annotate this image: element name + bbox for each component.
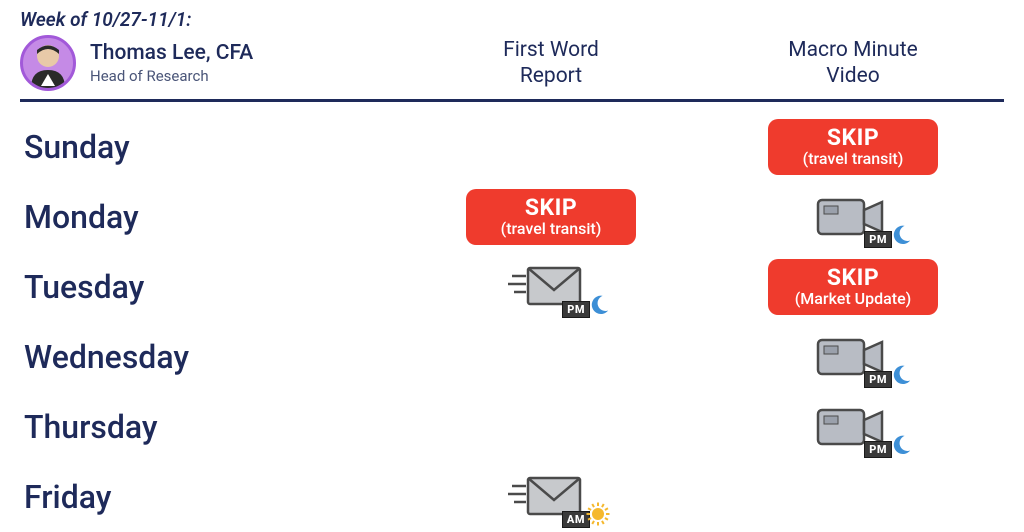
cell-first-word: AM	[400, 470, 702, 524]
week-range-label: Week of 10/27-11/1:	[20, 8, 1004, 31]
mail-icon: AM	[506, 470, 596, 524]
cell-macro-minute: SKIP (Market Update)	[702, 259, 1004, 316]
skip-reason: (travel transit)	[786, 150, 920, 168]
author-title: Head of Research	[90, 67, 253, 85]
day-label: Tuesday	[20, 268, 400, 306]
cell-macro-minute: SKIP (travel transit)	[702, 119, 1004, 176]
cell-macro-minute: PM	[702, 190, 1004, 244]
video-icon: PM	[808, 400, 898, 454]
moon-icon	[890, 224, 912, 246]
skip-label: SKIP	[786, 265, 920, 290]
schedule-row: Sunday SKIP (travel transit)	[20, 112, 1004, 182]
skip-reason: (travel transit)	[484, 220, 618, 238]
video-icon: PM	[808, 190, 898, 244]
skip-badge: SKIP (Market Update)	[768, 259, 938, 316]
schedule-row: Friday AM	[20, 462, 1004, 532]
column-header-first-word: First WordReport	[400, 37, 702, 90]
skip-badge: SKIP (travel transit)	[466, 189, 636, 246]
cell-macro-minute: PM	[702, 330, 1004, 384]
day-label: Sunday	[20, 128, 400, 166]
day-label: Friday	[20, 478, 400, 516]
cell-macro-minute: PM	[702, 400, 1004, 454]
schedule-row: Wednesday PM	[20, 322, 1004, 392]
column-header-macro-minute: Macro MinuteVideo	[702, 37, 1004, 90]
schedule-grid: Sunday SKIP (travel transit) Monday SKIP…	[20, 112, 1004, 532]
video-icon: PM	[808, 330, 898, 384]
time-tag: PM	[562, 301, 590, 318]
cell-first-word: PM	[400, 260, 702, 314]
schedule-row: Tuesday PM SKIP (Market Update)	[20, 252, 1004, 322]
time-tag: PM	[864, 441, 892, 458]
schedule-row: Thursday PM	[20, 392, 1004, 462]
avatar-icon	[23, 38, 73, 88]
skip-label: SKIP	[786, 125, 920, 150]
day-label: Wednesday	[20, 338, 400, 376]
mail-icon: PM	[506, 260, 596, 314]
skip-badge: SKIP (travel transit)	[768, 119, 938, 176]
author-name: Thomas Lee, CFA	[90, 41, 253, 66]
skip-reason: (Market Update)	[786, 290, 920, 308]
moon-icon	[890, 364, 912, 386]
header-row: Thomas Lee, CFA Head of Research First W…	[20, 35, 1004, 102]
moon-icon	[588, 294, 610, 316]
moon-icon	[890, 434, 912, 456]
time-tag: PM	[864, 231, 892, 248]
skip-label: SKIP	[484, 195, 618, 220]
author-avatar	[20, 35, 76, 91]
day-label: Monday	[20, 198, 400, 236]
author-cell: Thomas Lee, CFA Head of Research	[20, 35, 400, 91]
sun-icon	[586, 502, 610, 526]
cell-first-word: SKIP (travel transit)	[400, 189, 702, 246]
time-tag: PM	[864, 371, 892, 388]
day-label: Thursday	[20, 408, 400, 446]
schedule-row: Monday SKIP (travel transit) PM	[20, 182, 1004, 252]
